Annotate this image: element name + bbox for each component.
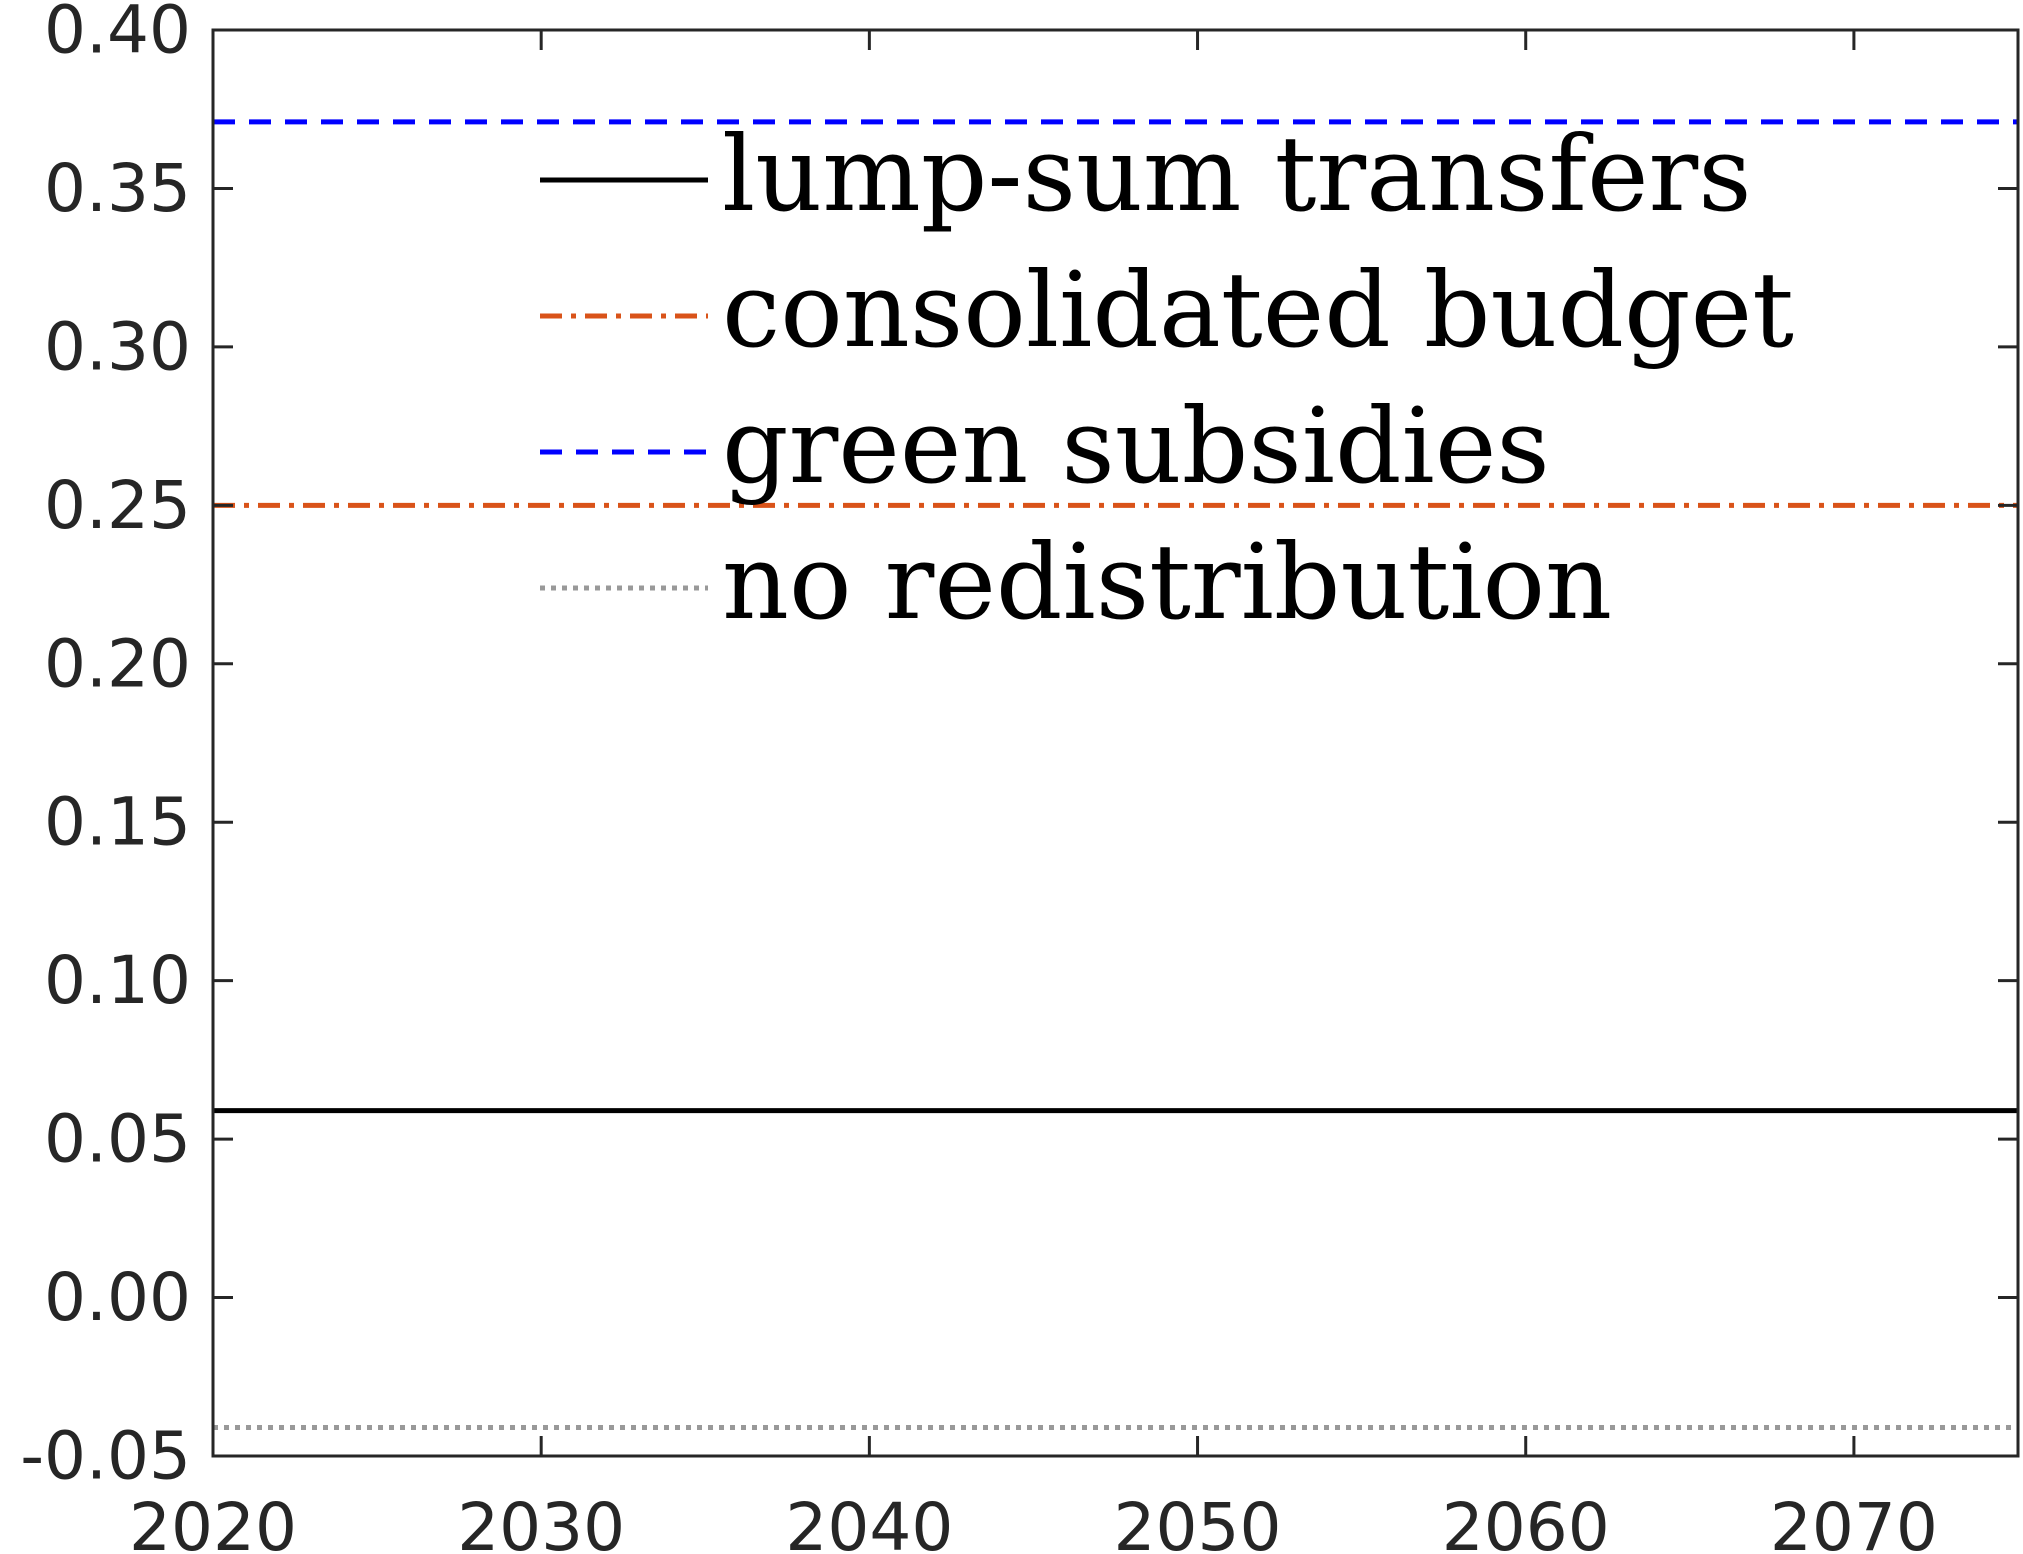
legend: lump-sum transfers consolidated budget gre… (540, 113, 1794, 643)
x-tick-label: 2020 (129, 1489, 297, 1554)
axes-frame (211, 28, 2020, 1458)
y-tick-label: 0.05 (44, 1101, 191, 1178)
y-tick-label: 0.30 (44, 308, 191, 385)
y-tick-label: 0.35 (44, 150, 191, 227)
plot-area (213, 30, 2018, 1456)
y-tick-label: 0.40 (44, 0, 191, 69)
series-layer (213, 119, 2018, 1430)
legend-label-2: green subsidies (722, 385, 1550, 507)
x-tick-label: 2070 (1770, 1489, 1938, 1554)
y-tick-label: 0.00 (44, 1259, 191, 1336)
y-tick-label: 0.25 (44, 467, 191, 544)
y-tick-label: 0.20 (44, 625, 191, 702)
y-tick-label: 0.10 (44, 942, 191, 1019)
x-tick-label: 2040 (785, 1489, 953, 1554)
x-tick-label: 2060 (1442, 1489, 1610, 1554)
y-tick-label: -0.05 (20, 1418, 191, 1495)
x-tick-label: 2030 (457, 1489, 625, 1554)
legend-label-3: no redistribution (722, 521, 1612, 643)
legend-label-0: lump-sum transfers (722, 113, 1752, 235)
legend-label-1: consolidated budget (722, 249, 1794, 371)
x-tick-label: 2050 (1114, 1489, 1282, 1554)
ticks-layer: -0.05 0.00 0.05 0.10 0.15 0.20 0.25 0.30 0.35 0.4… (20, 0, 2018, 1554)
y-tick-label: 0.15 (44, 784, 191, 861)
